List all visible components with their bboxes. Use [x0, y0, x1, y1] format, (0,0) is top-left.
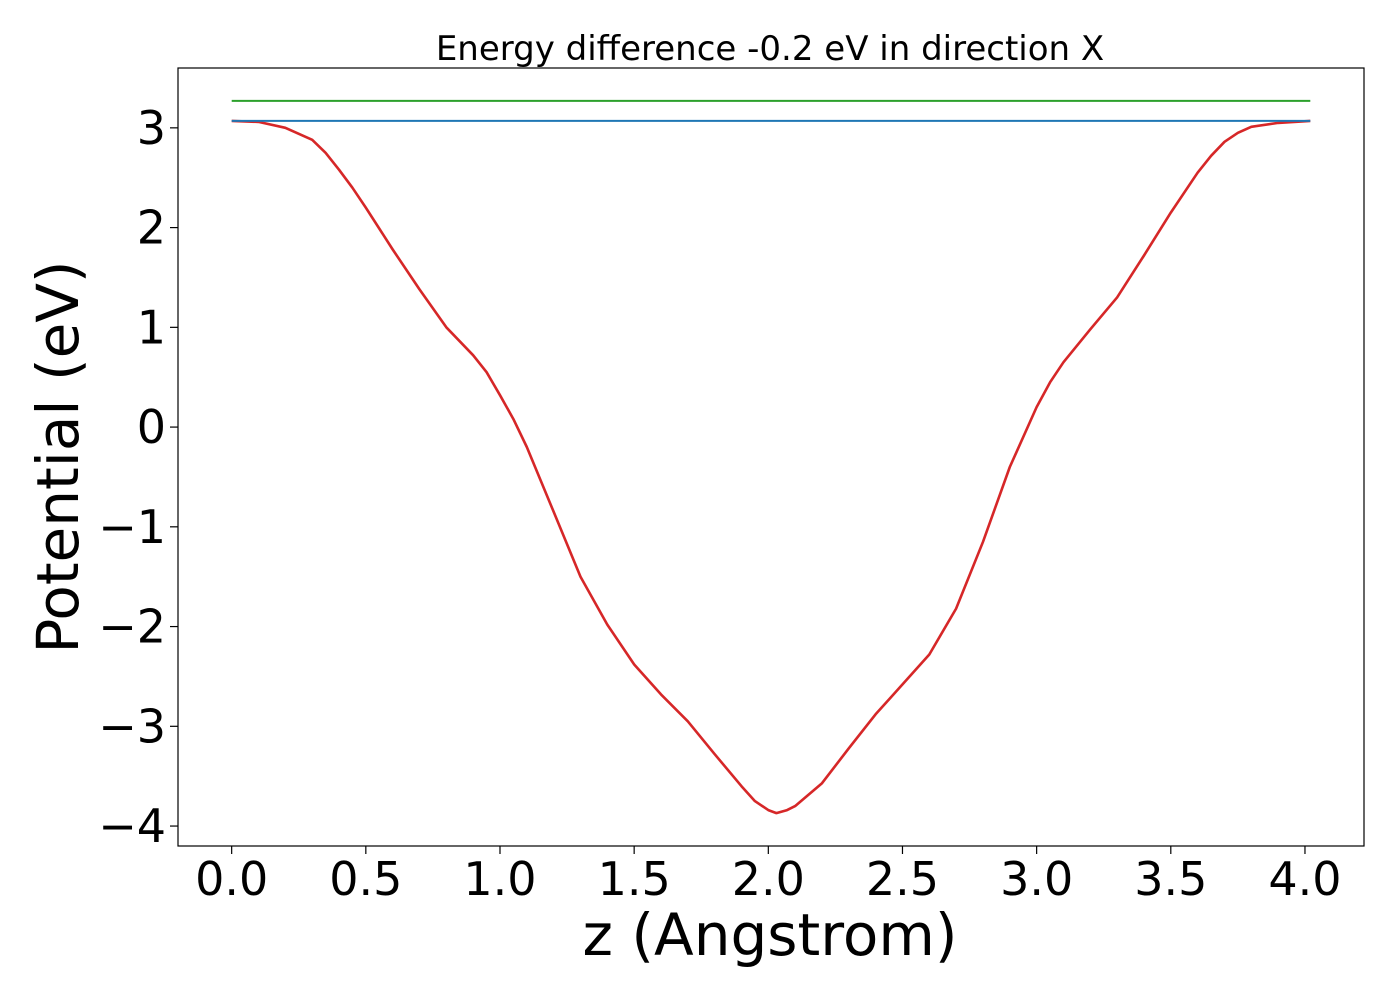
- y-tick-label: 2: [137, 201, 166, 255]
- x-tick-label: 3.5: [1134, 852, 1207, 906]
- series-layer: [231, 99, 1311, 815]
- series-line-1: [231, 119, 1311, 815]
- y-tick-label: −4: [98, 799, 166, 853]
- x-tick-label: 3.0: [1000, 852, 1073, 906]
- x-tick-label: 1.5: [598, 852, 671, 906]
- x-tick-label: 2.5: [866, 852, 939, 906]
- y-tick-label: 0: [137, 400, 166, 454]
- y-tick-label: 3: [137, 101, 166, 155]
- y-tick-label: −3: [98, 699, 166, 753]
- y-axis-label: Potential (eV): [24, 260, 92, 653]
- x-tick-label: 1.0: [463, 852, 536, 906]
- chart-title: Energy difference -0.2 eV in direction X: [436, 29, 1104, 69]
- x-tick-label: 0.5: [329, 852, 402, 906]
- x-axis-label: z (Angstrom): [583, 901, 958, 969]
- x-axis: 0.0 0.5 1.0 1.5 2.0 2.5 3.0 3.5 4.0: [195, 846, 1342, 906]
- x-tick-label: 0.0: [195, 852, 268, 906]
- y-tick-label: −2: [98, 600, 166, 654]
- y-tick-label: −1: [98, 500, 166, 554]
- x-tick-label: 2.0: [732, 852, 805, 906]
- plot-frame: [177, 67, 1365, 847]
- y-axis: 3 2 1 0 −1 −2 −3 −4: [98, 101, 178, 853]
- y-tick-label: 1: [137, 300, 166, 354]
- x-tick-label: 4.0: [1268, 852, 1341, 906]
